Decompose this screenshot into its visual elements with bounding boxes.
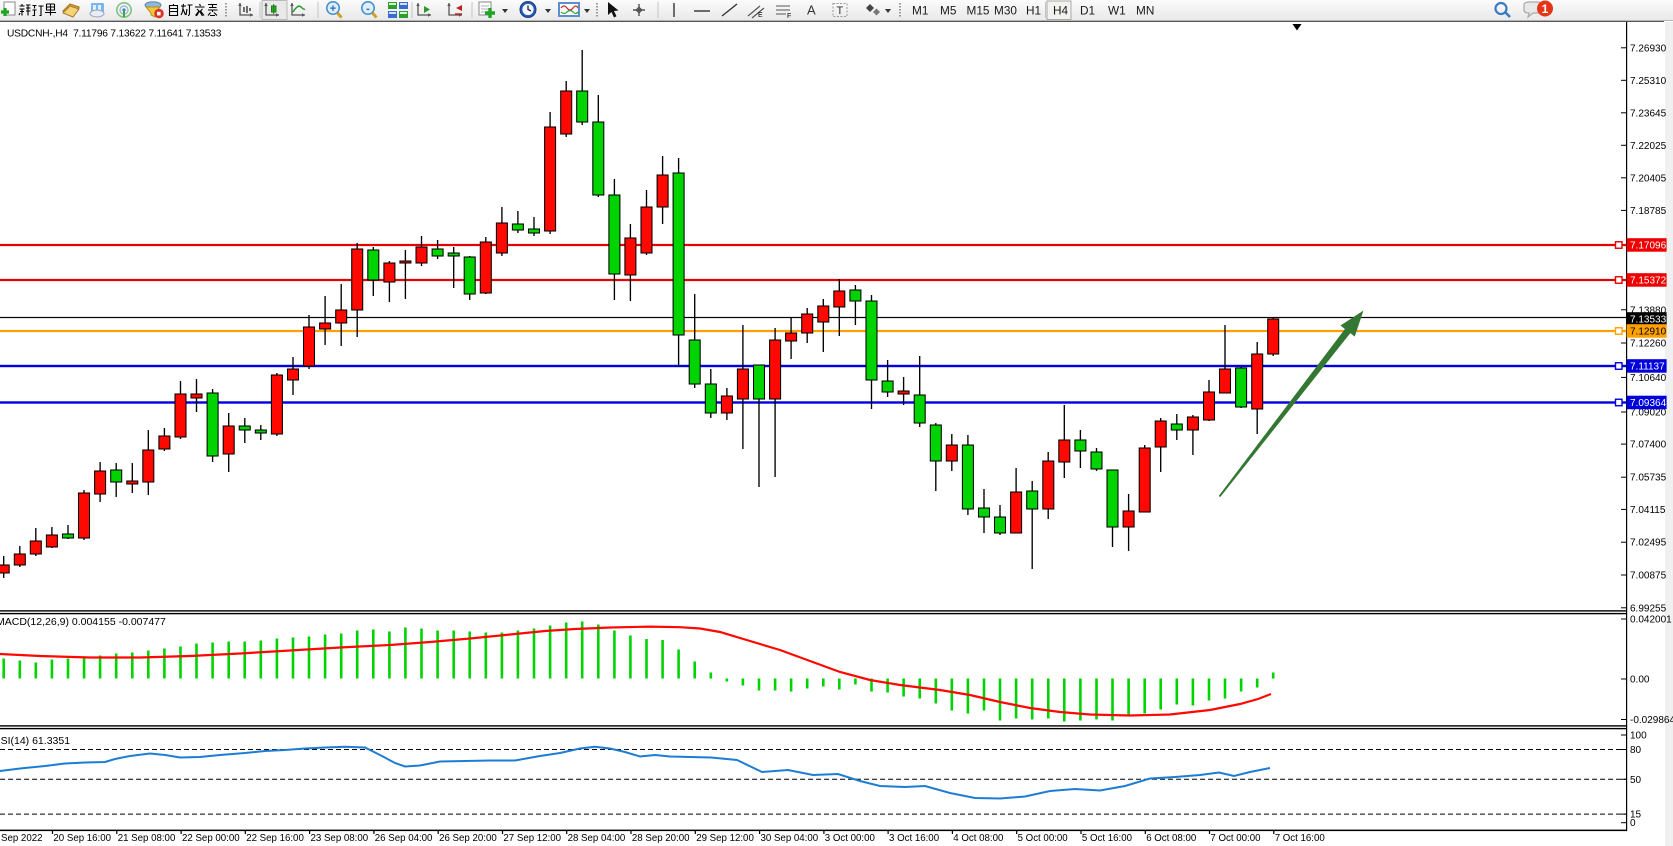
- svg-text:3 Oct 16:00: 3 Oct 16:00: [889, 833, 940, 844]
- svg-text:7.26930: 7.26930: [1630, 43, 1667, 54]
- svg-text:23 Sep 08:00: 23 Sep 08:00: [311, 833, 369, 844]
- svg-text:0.042001: 0.042001: [1630, 615, 1672, 626]
- svg-text:6 Oct 08:00: 6 Oct 08:00: [1146, 833, 1197, 844]
- svg-text:7.13880: 7.13880: [1630, 305, 1667, 316]
- svg-text:28 Sep 04:00: 28 Sep 04:00: [568, 833, 626, 844]
- svg-text:7.17096: 7.17096: [1630, 241, 1667, 252]
- svg-text:RSI(14) 61.3351: RSI(14) 61.3351: [0, 735, 70, 747]
- svg-text:MN: MN: [1136, 4, 1154, 18]
- svg-text:W1: W1: [1108, 4, 1126, 18]
- svg-text:7.22025: 7.22025: [1630, 141, 1667, 152]
- svg-text:7.12260: 7.12260: [1630, 339, 1667, 350]
- svg-text:6.99255: 6.99255: [1630, 603, 1667, 614]
- svg-text:M15: M15: [967, 4, 990, 18]
- svg-text:7.07400: 7.07400: [1630, 440, 1667, 451]
- svg-text:7.09364: 7.09364: [1630, 398, 1667, 409]
- svg-text:0: 0: [1630, 818, 1636, 829]
- svg-text:5 Oct 16:00: 5 Oct 16:00: [1082, 833, 1133, 844]
- svg-text:5 Oct 00:00: 5 Oct 00:00: [1018, 833, 1069, 844]
- svg-text:4 Oct 08:00: 4 Oct 08:00: [953, 833, 1004, 844]
- svg-text:F: F: [787, 13, 791, 20]
- svg-text:7.11137: 7.11137: [1630, 362, 1665, 373]
- svg-text:100: 100: [1630, 731, 1647, 742]
- svg-text:3 Oct 00:00: 3 Oct 00:00: [825, 833, 876, 844]
- svg-text:26 Sep 20:00: 26 Sep 20:00: [439, 833, 497, 844]
- svg-text:28 Sep 20:00: 28 Sep 20:00: [632, 833, 690, 844]
- svg-text:7.02495: 7.02495: [1630, 538, 1667, 549]
- svg-text:7 Oct 00:00: 7 Oct 00:00: [1210, 833, 1261, 844]
- svg-text:T: T: [837, 5, 844, 17]
- svg-text:MACD(12,26,9) 0.004155 -0.0074: MACD(12,26,9) 0.004155 -0.007477: [0, 616, 166, 628]
- svg-text:7.10640: 7.10640: [1630, 373, 1667, 384]
- svg-text:26 Sep 04:00: 26 Sep 04:00: [375, 833, 433, 844]
- svg-text:7.00875: 7.00875: [1630, 571, 1667, 582]
- svg-text:A: A: [807, 3, 816, 18]
- svg-text:21 Sep 08:00: 21 Sep 08:00: [118, 833, 176, 844]
- svg-text:7 Oct 16:00: 7 Oct 16:00: [1275, 833, 1326, 844]
- svg-text:7.04115: 7.04115: [1630, 505, 1666, 516]
- svg-text:7.20405: 7.20405: [1630, 173, 1667, 184]
- svg-text:7.23645: 7.23645: [1630, 108, 1667, 119]
- svg-text:7.18785: 7.18785: [1630, 206, 1667, 217]
- svg-text:-: -: [366, 3, 370, 15]
- svg-text:15: 15: [1630, 810, 1642, 821]
- svg-text:1: 1: [1542, 2, 1549, 16]
- svg-text:M1: M1: [912, 4, 928, 18]
- svg-text:D1: D1: [1080, 4, 1095, 18]
- svg-text:M5: M5: [940, 4, 957, 18]
- svg-text:H1: H1: [1026, 4, 1041, 18]
- svg-text:M30: M30: [994, 4, 1017, 18]
- svg-text:7.15372: 7.15372: [1630, 276, 1667, 287]
- svg-text:E: E: [758, 12, 763, 19]
- svg-text:0.00: 0.00: [1630, 675, 1650, 686]
- svg-text:-0.029864: -0.029864: [1630, 715, 1673, 726]
- svg-text:22 Sep 00:00: 22 Sep 00:00: [182, 833, 240, 844]
- svg-text:27 Sep 12:00: 27 Sep 12:00: [503, 833, 561, 844]
- svg-text:7.09020: 7.09020: [1630, 408, 1667, 419]
- svg-text:7.05735: 7.05735: [1630, 473, 1667, 484]
- svg-text:H4: H4: [1053, 4, 1069, 18]
- svg-text:22 Sep 16:00: 22 Sep 16:00: [246, 833, 304, 844]
- svg-text:Sep 2022: Sep 2022: [1, 833, 42, 844]
- svg-text:29 Sep 12:00: 29 Sep 12:00: [696, 833, 754, 844]
- svg-text:30 Sep 04:00: 30 Sep 04:00: [761, 833, 819, 844]
- svg-text:80: 80: [1630, 745, 1642, 756]
- svg-text:20 Sep 16:00: 20 Sep 16:00: [53, 833, 111, 844]
- svg-text:7.12910: 7.12910: [1630, 327, 1667, 338]
- svg-text:+: +: [330, 3, 336, 15]
- svg-text:7.13533: 7.13533: [1630, 315, 1667, 326]
- svg-text:USDCNH-,H4 7.11796 7.13622 7.: USDCNH-,H4 7.11796 7.13622 7.11641 7.135…: [7, 29, 222, 40]
- svg-text:50: 50: [1630, 775, 1642, 786]
- svg-text:7.25310: 7.25310: [1630, 76, 1667, 87]
